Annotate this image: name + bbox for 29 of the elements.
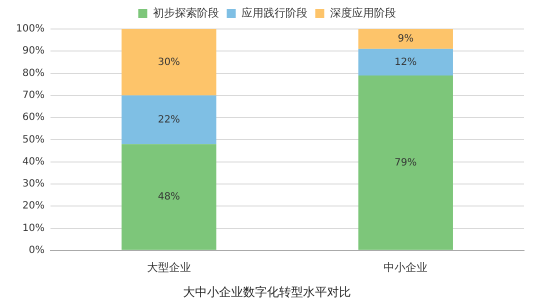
data-label: 30% <box>158 56 180 68</box>
y-tick-label: 20% <box>22 200 45 212</box>
y-tick-label: 80% <box>22 68 45 79</box>
y-tick-label: 100% <box>16 24 45 35</box>
bar <box>358 29 453 49</box>
text: 大中小企业数字化转型水平对比 <box>183 284 351 299</box>
y-tick-label: 60% <box>22 112 45 124</box>
y-tick-label: 0% <box>28 244 45 256</box>
bar <box>122 144 216 250</box>
y-tick-label: 30% <box>22 178 45 190</box>
legend-label: 初步探索阶段 <box>152 6 219 20</box>
data-label: 48% <box>158 192 180 203</box>
y-tick-label: 10% <box>22 222 45 234</box>
bar <box>122 29 216 96</box>
y-tick-label: 40% <box>22 156 45 168</box>
data-label: 22% <box>158 114 180 126</box>
y-tick-label: 50% <box>22 134 45 146</box>
y-tick-label: 90% <box>22 46 45 57</box>
bar <box>358 48 453 76</box>
data-label: 79% <box>394 157 417 168</box>
y-tick-label: 70% <box>22 90 45 102</box>
data-label: 9% <box>398 34 414 45</box>
x-tick-label: 大型企业 <box>146 260 191 274</box>
x-tick-label: 中小企业 <box>384 260 428 274</box>
legend-label: 深度应用阶段 <box>330 6 396 20</box>
legend-label: 应用践行阶段 <box>241 6 308 20</box>
bar <box>358 75 453 250</box>
bar <box>122 95 216 144</box>
data-label: 12% <box>394 56 417 68</box>
